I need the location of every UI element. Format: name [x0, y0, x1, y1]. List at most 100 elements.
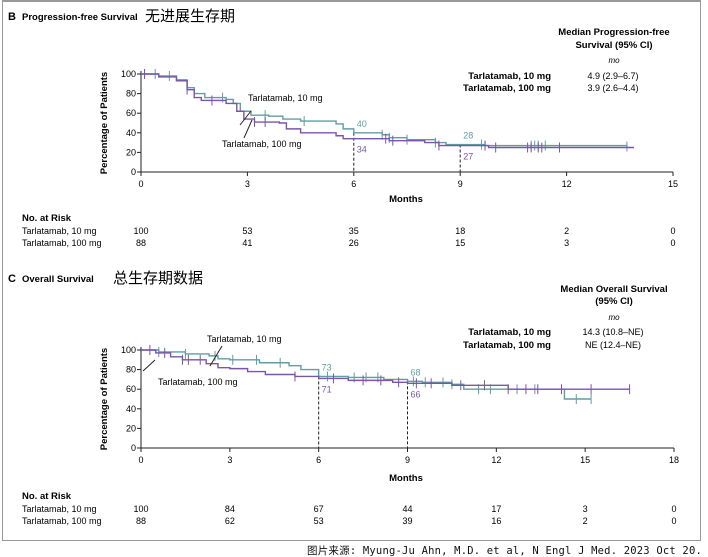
risk-value: 100 — [133, 226, 148, 236]
risk-value: 67 — [314, 504, 324, 514]
risk-table-title: No. at Risk — [22, 491, 72, 502]
risk-value: 0 — [671, 516, 676, 526]
risk-value: 53 — [314, 516, 324, 526]
panel-letter: B — [8, 11, 16, 23]
risk-value: 26 — [349, 238, 359, 248]
landmark-value-label: 71 — [322, 384, 332, 394]
median-value: 3.9 (2.6–4.4) — [587, 83, 638, 93]
risk-row-label: Tarlatamab, 100 mg — [22, 516, 102, 526]
panel-title-cn: 总生存期数据 — [113, 270, 203, 287]
risk-value: 15 — [455, 238, 465, 248]
risk-value: 84 — [225, 504, 235, 514]
risk-value: 88 — [136, 238, 146, 248]
median-label: Tarlatamab, 100 mg — [463, 340, 551, 351]
median-header: Median Overall Survival — [560, 284, 667, 295]
landmark-value-label: 34 — [357, 145, 367, 155]
median-value: NE (12.4–NE) — [585, 340, 641, 350]
median-label: Tarlatamab, 10 mg — [468, 327, 551, 338]
x-tick-label: 9 — [405, 455, 410, 465]
x-tick-label: 15 — [668, 179, 678, 189]
x-axis-label: Months — [389, 473, 423, 484]
risk-value: 53 — [242, 226, 252, 236]
median-value: 4.9 (2.9–6.7) — [587, 71, 638, 81]
median-header: Median Progression-free — [558, 27, 669, 38]
x-tick-label: 12 — [491, 455, 501, 465]
km-curve-10mg — [141, 349, 592, 400]
y-tick-label: 20 — [126, 147, 136, 157]
risk-value: 18 — [455, 226, 465, 236]
curve-label: Tarlatamab, 10 mg — [207, 334, 282, 344]
median-label: Tarlatamab, 100 mg — [463, 83, 551, 94]
median-value: 14.3 (10.8–NE) — [582, 327, 643, 337]
risk-value: 62 — [225, 516, 235, 526]
curve-label: Tarlatamab, 100 mg — [222, 139, 302, 149]
y-tick-label: 40 — [126, 404, 136, 414]
curve-label-leader — [239, 110, 252, 126]
median-unit: mo — [608, 56, 620, 65]
y-axis-label: Percentage of Patients — [99, 72, 110, 174]
curve-label-leader — [142, 359, 156, 372]
x-tick-label: 9 — [458, 179, 463, 189]
panel-b: B Progression-free Survival 无进展生存期 Median P… — [8, 8, 678, 248]
x-tick-label: 12 — [562, 179, 572, 189]
y-tick-label: 60 — [126, 108, 136, 118]
risk-value: 0 — [670, 238, 675, 248]
risk-value: 39 — [402, 516, 412, 526]
risk-value: 100 — [133, 504, 148, 514]
median-header: Survival (95% CI) — [575, 40, 652, 51]
risk-table-title: No. at Risk — [22, 213, 72, 224]
x-tick-label: 3 — [227, 455, 232, 465]
landmark-value-label: 68 — [411, 367, 421, 377]
landmark-value-label: 27 — [463, 152, 473, 162]
x-tick-label: 3 — [245, 179, 250, 189]
risk-value: 0 — [670, 226, 675, 236]
y-tick-label: 20 — [126, 423, 136, 433]
y-tick-label: 80 — [126, 89, 136, 99]
median-header: (95% CI) — [595, 296, 632, 307]
panel-c: C Overall Survival 总生存期数据 Median Overall Su… — [8, 270, 679, 526]
x-tick-label: 0 — [138, 179, 143, 189]
y-tick-label: 60 — [126, 384, 136, 394]
landmark-value-label: 66 — [411, 389, 421, 399]
km-curve-100mg — [141, 73, 634, 149]
y-tick-label: 40 — [126, 128, 136, 138]
risk-value: 17 — [491, 504, 501, 514]
risk-value: 41 — [242, 238, 252, 248]
x-tick-label: 6 — [351, 179, 356, 189]
y-tick-label: 80 — [126, 365, 136, 375]
x-tick-label: 15 — [580, 455, 590, 465]
risk-value: 35 — [349, 226, 359, 236]
risk-row-label: Tarlatamab, 10 mg — [22, 226, 97, 236]
x-tick-label: 6 — [316, 455, 321, 465]
risk-value: 0 — [671, 504, 676, 514]
risk-value: 16 — [491, 516, 501, 526]
panel-letter: C — [8, 273, 16, 285]
risk-value: 88 — [136, 516, 146, 526]
risk-value: 3 — [564, 238, 569, 248]
risk-value: 3 — [583, 504, 588, 514]
risk-row-label: Tarlatamab, 10 mg — [22, 504, 97, 514]
landmark-value-label: 73 — [322, 362, 332, 372]
risk-row-label: Tarlatamab, 100 mg — [22, 238, 102, 248]
median-label: Tarlatamab, 10 mg — [468, 71, 551, 82]
x-tick-label: 18 — [669, 455, 679, 465]
source-caption: 图片来源: Myung-Ju Ahn, M.D. et al, N Engl J… — [307, 545, 702, 557]
x-axis-label: Months — [389, 194, 423, 205]
panel-title-cn: 无进展生存期 — [145, 8, 235, 25]
risk-value: 2 — [564, 226, 569, 236]
y-tick-label: 100 — [121, 69, 136, 79]
y-tick-label: 100 — [121, 345, 136, 355]
risk-value: 2 — [583, 516, 588, 526]
risk-value: 44 — [402, 504, 412, 514]
panel-title: Progression-free Survival — [22, 12, 138, 23]
landmark-value-label: 28 — [463, 131, 473, 141]
y-tick-label: 0 — [131, 443, 136, 453]
y-axis-label: Percentage of Patients — [99, 348, 110, 450]
curve-label-leader — [243, 119, 253, 139]
x-tick-label: 0 — [138, 455, 143, 465]
figure-frame — [2, 0, 701, 541]
curve-label: Tarlatamab, 100 mg — [158, 377, 238, 387]
median-unit: mo — [608, 313, 620, 322]
